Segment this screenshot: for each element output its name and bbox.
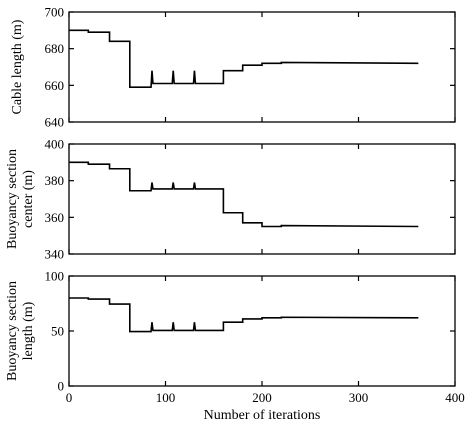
x-tick-label: 400 bbox=[445, 390, 465, 405]
y-tick-label: 340 bbox=[45, 247, 65, 262]
y-axis-label: Cable length (m) bbox=[10, 19, 25, 114]
y-axis-label: Buoyancy sectionlength (m) bbox=[5, 281, 36, 381]
plot-frame bbox=[68, 143, 456, 255]
y-tick-label: 360 bbox=[45, 210, 65, 225]
chart-panel-3: 0 50 100 0 100 200 300 400 Number of iterations B… bbox=[5, 269, 465, 424]
x-axis-label: Number of iterations bbox=[204, 408, 321, 423]
series-line-1 bbox=[69, 29, 419, 88]
chart-panel-1: 640 660 680 700 Cable length (m) bbox=[10, 5, 456, 130]
x-tick-label: 0 bbox=[66, 390, 73, 405]
plot-frame bbox=[68, 11, 456, 123]
series-line-1 bbox=[69, 297, 419, 333]
y-tick-label: 640 bbox=[45, 115, 65, 130]
y-tick-label: 400 bbox=[45, 137, 65, 152]
series-line-1 bbox=[69, 161, 419, 228]
y-axis-label: Buoyancy sectioncenter (m) bbox=[5, 149, 36, 249]
x-tick-label: 200 bbox=[252, 390, 272, 405]
x-tick-label: 100 bbox=[156, 390, 176, 405]
y-tick-label: 0 bbox=[58, 379, 65, 394]
x-tick-label: 300 bbox=[349, 390, 369, 405]
chart-panel-2: 340 360 380 400 Buoyancy sectioncenter (m) bbox=[5, 137, 456, 262]
y-tick-label: 680 bbox=[45, 41, 65, 56]
y-tick-label: 700 bbox=[45, 5, 65, 20]
plot-frame bbox=[68, 275, 456, 387]
y-tick-label: 50 bbox=[51, 324, 64, 339]
y-tick-label: 660 bbox=[45, 78, 65, 93]
y-tick-label: 100 bbox=[45, 269, 65, 284]
y-tick-label: 380 bbox=[45, 173, 65, 188]
